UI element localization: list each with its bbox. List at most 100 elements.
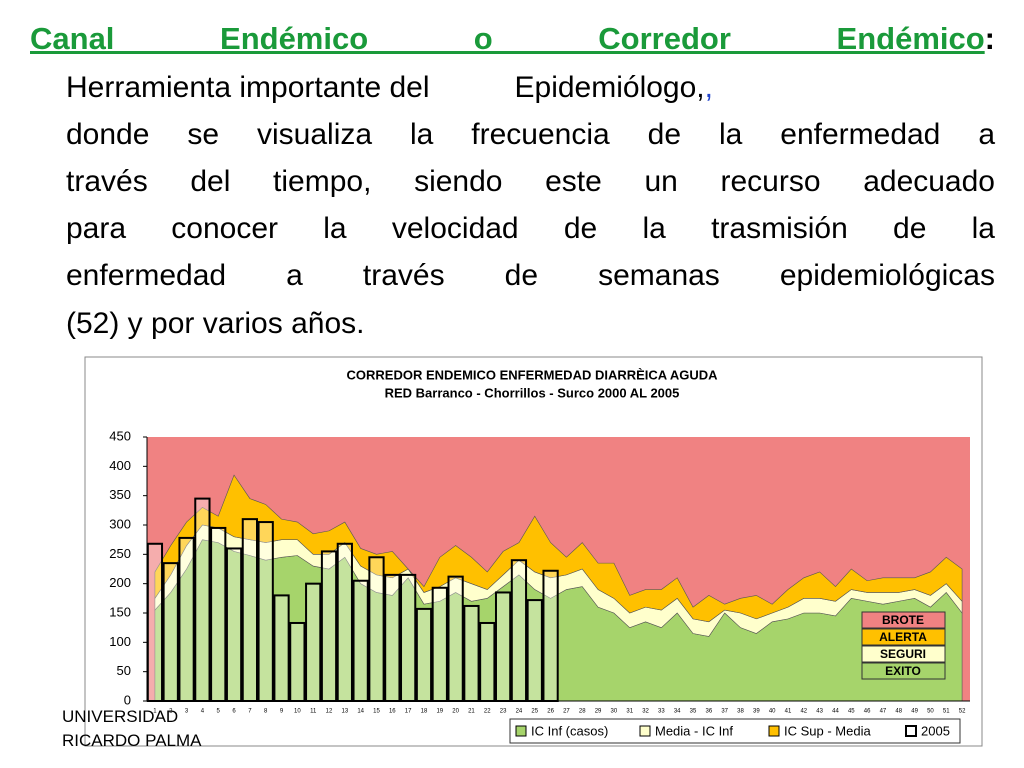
- y-tick-label: 450: [109, 428, 131, 443]
- x-tick-label: 3: [185, 709, 189, 715]
- x-tick-label: 49: [911, 709, 918, 715]
- legend-swatch: [768, 725, 780, 737]
- x-tick-label: 33: [658, 709, 665, 715]
- x-tick-label: 19: [436, 709, 443, 715]
- x-tick-label: 16: [389, 709, 396, 715]
- heading: Canal Endémico o Corredor Endémico:: [30, 18, 995, 60]
- x-tick-label: 10: [294, 709, 301, 715]
- zone-swatch: [861, 611, 946, 629]
- bar: [178, 536, 195, 703]
- x-tick-label: 29: [595, 709, 602, 715]
- legend-label: IC Sup - Media: [784, 723, 871, 738]
- body-line: (52) y por varios años.: [66, 307, 365, 340]
- zone-swatch: [861, 645, 946, 663]
- intro-term: Epidemiólogo,: [514, 71, 705, 104]
- bar: [146, 542, 164, 702]
- x-tick-label: 47: [880, 709, 887, 715]
- x-tick-label: 20: [452, 709, 459, 715]
- area: [154, 474, 963, 623]
- legend-swatch: [515, 725, 527, 737]
- bar: [479, 621, 496, 702]
- zone-label: SEGURI: [880, 647, 926, 661]
- footer: RICARDO PALMA: [62, 731, 202, 750]
- bar: [320, 550, 338, 703]
- x-tick-label: 44: [832, 709, 839, 715]
- y-tick-label: 350: [109, 487, 131, 502]
- x-tick-label: 52: [959, 709, 966, 715]
- x-tick-label: 32: [642, 709, 649, 715]
- x-tick-label: 45: [848, 709, 855, 715]
- legend-label: IC Inf (casos): [531, 723, 608, 738]
- x-tick-label: 38: [737, 709, 744, 715]
- x-tick-label: 31: [626, 709, 633, 715]
- x-tick-label: 15: [373, 709, 380, 715]
- heading-text: Canal Endémico o Corredor Endémico: [30, 21, 985, 56]
- intro-line: Herramienta importante del Epidemiólogo,,: [66, 68, 995, 108]
- x-tick-label: 43: [816, 709, 823, 715]
- x-tick-label: 4: [201, 709, 205, 715]
- x-tick-label: 51: [943, 709, 950, 715]
- x-tick-label: 13: [341, 709, 348, 715]
- x-tick-label: 48: [895, 709, 902, 715]
- heading-colon: :: [984, 21, 995, 56]
- x-tick-label: 34: [674, 709, 681, 715]
- x-tick-label: 41: [785, 709, 792, 715]
- legend-label: Media - IC Inf: [655, 723, 733, 738]
- legend-swatch: [639, 725, 651, 737]
- x-tick-label: 9: [280, 709, 284, 715]
- legend-swatch: [905, 725, 917, 737]
- bar: [273, 594, 290, 703]
- footer: UNIVERSIDAD: [62, 707, 179, 726]
- x-tick-label: 2: [169, 709, 173, 715]
- x-tick-label: 5: [217, 709, 221, 715]
- x-tick-label: 1: [153, 709, 157, 715]
- bar: [289, 621, 306, 702]
- x-tick-label: 28: [579, 709, 586, 715]
- x-tick-label: 8: [264, 709, 268, 715]
- x-tick-label: 24: [516, 709, 523, 715]
- x-tick-label: 17: [405, 709, 412, 715]
- bar: [162, 562, 179, 703]
- zone-swatch: [861, 662, 946, 680]
- bar: [447, 575, 464, 702]
- bar: [526, 599, 543, 702]
- x-tick-label: 12: [326, 709, 333, 715]
- comma: ,: [704, 71, 713, 104]
- bar: [431, 586, 448, 702]
- x-tick-label: 50: [927, 709, 934, 715]
- y-tick-label: 250: [109, 546, 131, 561]
- y-tick-label: 400: [109, 458, 131, 473]
- x-tick-label: 11: [310, 709, 317, 715]
- bar: [463, 604, 480, 703]
- legend-label: 2005: [921, 723, 950, 738]
- body-line: través del tiempo, siendo este un recurs…: [66, 165, 995, 198]
- zone-label: EXITO: [885, 664, 921, 678]
- bar: [241, 518, 258, 703]
- body-line: enfermedad a través de semanas epidemiol…: [66, 259, 995, 292]
- x-tick-label: 46: [864, 709, 871, 715]
- x-tick-label: 6: [232, 709, 236, 715]
- x-tick-label: 37: [721, 709, 728, 715]
- x-tick-label: 36: [706, 709, 713, 715]
- y-tick-label: 0: [124, 692, 131, 707]
- bar: [336, 542, 353, 702]
- x-tick-label: 27: [563, 709, 570, 715]
- bar: [384, 573, 401, 702]
- bar: [305, 582, 322, 703]
- bar: [210, 526, 227, 703]
- x-tick-label: 25: [531, 709, 538, 715]
- y-tick-label: 50: [117, 663, 131, 678]
- x-tick-label: 18: [421, 709, 428, 715]
- x-tick-label: 7: [248, 709, 252, 715]
- x-tick-label: 21: [468, 709, 475, 715]
- chart-title: CORREDOR ENDEMICO ENFERMEDAD DIARRÈICA A…: [347, 367, 719, 382]
- x-tick-label: 22: [484, 709, 491, 715]
- x-tick-label: 35: [690, 709, 697, 715]
- y-tick-label: 100: [109, 634, 131, 649]
- bar: [542, 569, 559, 703]
- bar: [400, 573, 417, 702]
- bar: [510, 559, 528, 703]
- y-tick-label: 200: [109, 575, 131, 590]
